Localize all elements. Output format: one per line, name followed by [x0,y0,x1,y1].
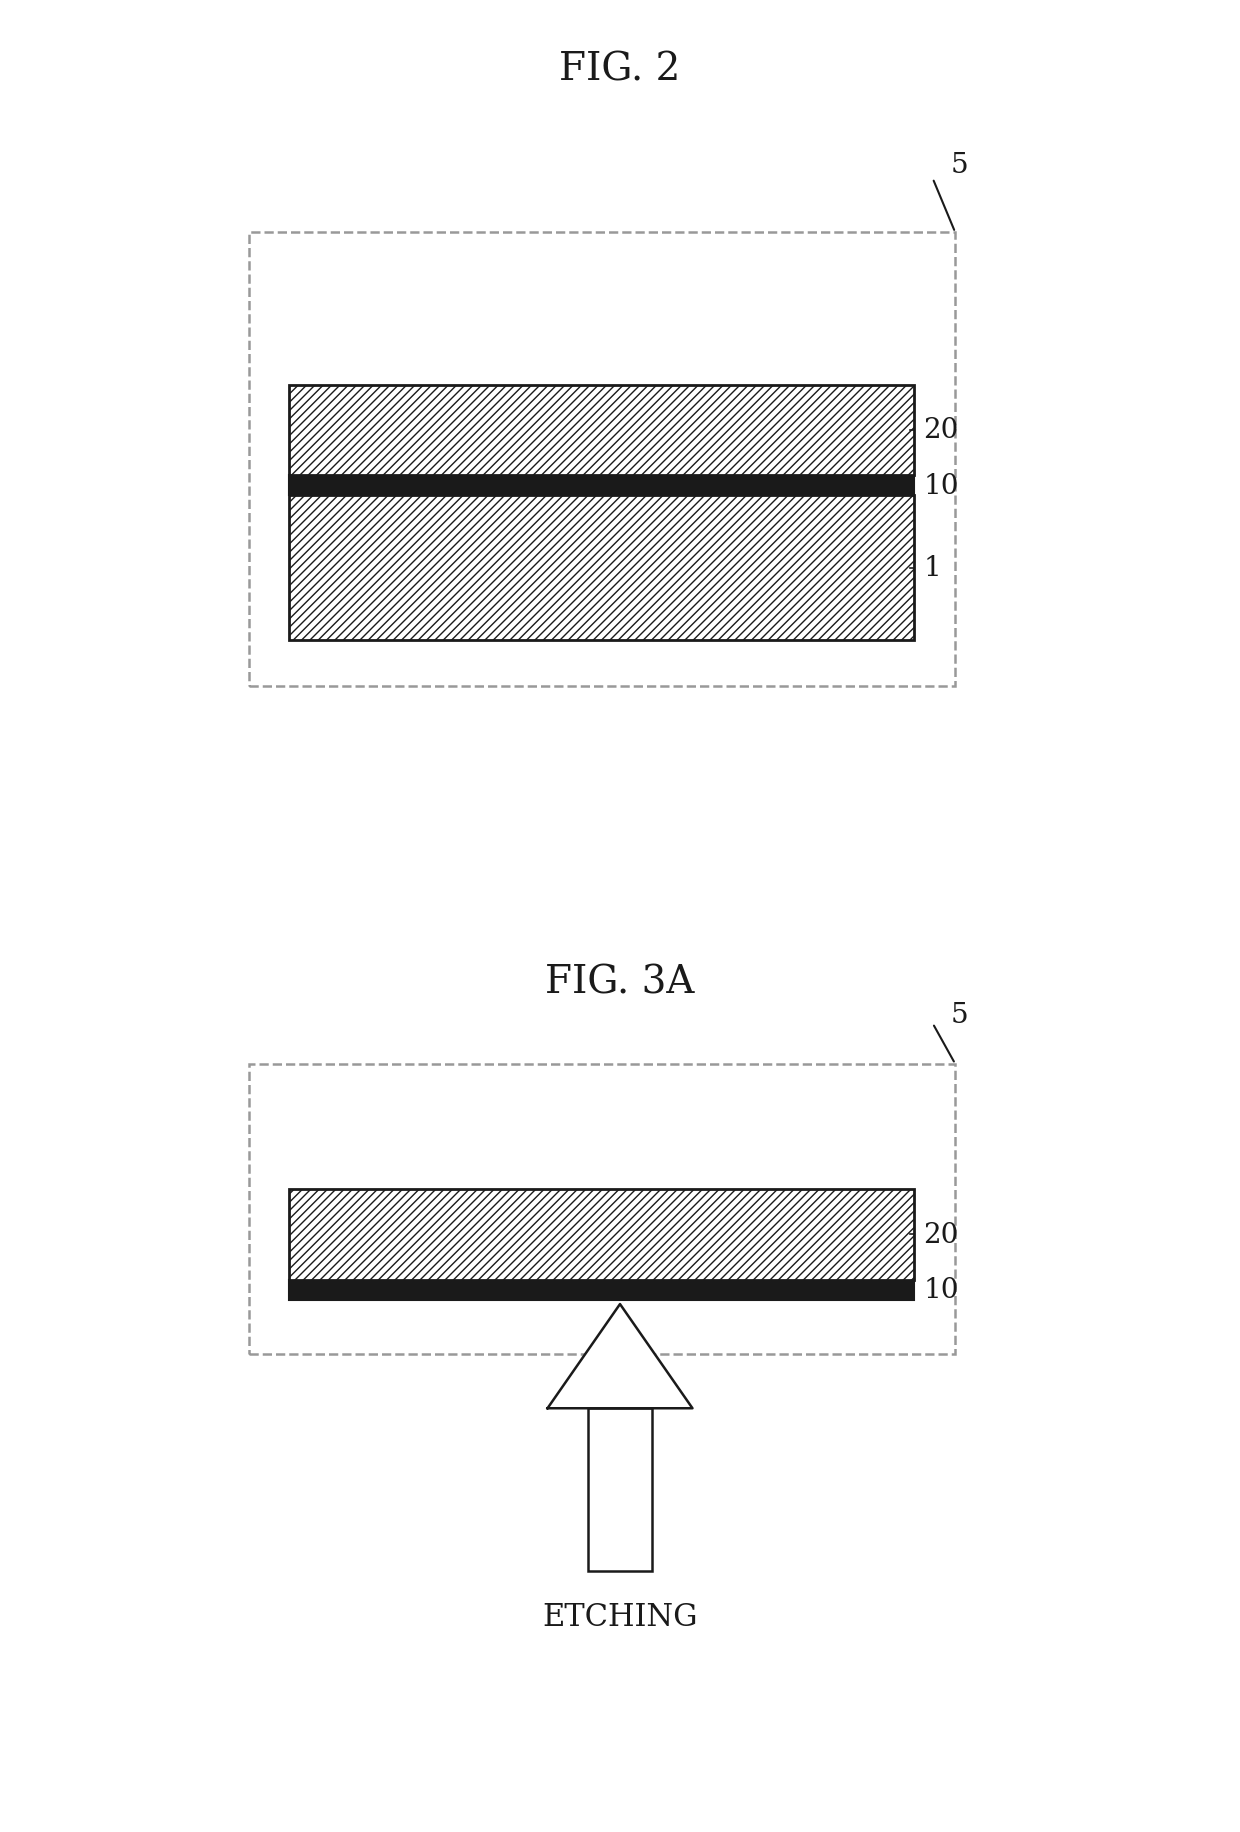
Text: FIG. 2: FIG. 2 [559,51,681,88]
Bar [289,1281,914,1301]
Bar [248,1064,955,1354]
Text: ETCHING: ETCHING [542,1601,698,1632]
Text: 5: 5 [951,1000,968,1028]
Text: 10: 10 [924,473,959,500]
Text: 20: 20 [924,1222,959,1248]
Text: 10: 10 [924,1277,959,1303]
Bar [289,1189,914,1281]
Bar [588,1409,652,1572]
Bar [248,233,955,687]
Text: FIG. 3A: FIG. 3A [546,964,694,1002]
Text: 5: 5 [951,152,968,180]
Bar [289,496,914,641]
Bar [289,476,914,496]
Text: 1: 1 [924,555,941,583]
Polygon shape [548,1304,692,1409]
Text: 20: 20 [924,418,959,443]
Bar [289,385,914,476]
